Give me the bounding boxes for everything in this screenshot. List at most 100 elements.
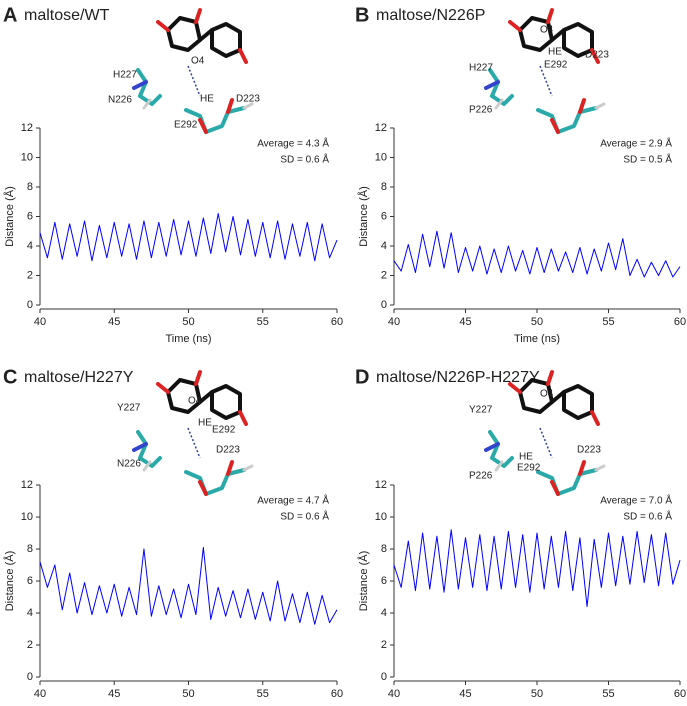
panel-title: maltose/N226P — [376, 7, 485, 24]
molecule-bond — [488, 68, 514, 106]
x-tick-label: 55 — [602, 688, 614, 700]
molecule-bond — [494, 98, 504, 110]
molecule-bond — [488, 430, 514, 468]
molecule-bond — [142, 460, 152, 472]
x-tick-label: 60 — [674, 316, 686, 328]
molecule-bond — [508, 382, 522, 394]
molecule-bond — [226, 98, 234, 114]
stat-label: Average = 4.3 Å — [257, 137, 329, 150]
y-axis-title: Distance (Å) — [357, 551, 370, 612]
molecule-bond — [136, 430, 162, 468]
structure-label: O4 — [188, 396, 202, 407]
structure-label: D223 — [216, 445, 240, 456]
molecule-bond — [156, 20, 170, 32]
structure-label: D223 — [577, 445, 601, 456]
structure-label: E292 — [174, 120, 198, 131]
y-tick-label: 0 — [381, 671, 387, 683]
y-tick-label: 4 — [27, 607, 33, 619]
panel-letter: D — [355, 366, 369, 388]
molecule-bond — [590, 48, 600, 64]
x-axis-title: Time (ns) — [165, 333, 211, 345]
panel-letter: C — [3, 366, 17, 388]
distance-line — [393, 230, 681, 278]
y-tick-label: 8 — [27, 543, 33, 555]
x-tick-label: 50 — [182, 316, 194, 328]
y-tick-label: 8 — [381, 181, 387, 193]
x-tick-label: 55 — [257, 688, 269, 700]
molecule-bond — [242, 102, 254, 110]
x-tick-label: 55 — [602, 316, 614, 328]
molecule-bond — [578, 460, 586, 476]
stat-label: SD = 0.6 Å — [280, 153, 329, 166]
molecule-bond — [242, 464, 254, 472]
panel-letter: B — [355, 4, 369, 26]
molecule-bond — [198, 384, 242, 420]
structure-label: Y227 — [117, 403, 141, 414]
molecule-bond — [536, 106, 598, 134]
stat-label: SD = 0.6 Å — [280, 510, 329, 523]
molecule-bond — [238, 48, 248, 64]
structure-label: HE — [548, 47, 562, 58]
molecule-bond — [194, 370, 202, 386]
x-tick-label: 55 — [257, 316, 269, 328]
molecule-bond — [550, 480, 560, 496]
y-tick-label: 4 — [381, 607, 387, 619]
panel-title: maltose/H227Y — [24, 369, 134, 386]
molecule-bond — [198, 118, 208, 134]
structure-label: E292 — [212, 425, 236, 436]
y-tick-label: 2 — [27, 639, 33, 651]
y-tick-label: 0 — [381, 299, 387, 311]
y-tick-label: 10 — [375, 151, 387, 163]
y-tick-label: 6 — [381, 575, 387, 587]
x-tick-label: 40 — [388, 688, 400, 700]
molecule-bond — [198, 480, 208, 496]
y-axis-title: Distance (Å) — [3, 551, 16, 612]
hydrogen-bond — [539, 65, 553, 97]
panel-title: maltose/N226P-H227Y — [376, 369, 540, 386]
molecule-bond — [494, 460, 504, 472]
x-tick-label: 60 — [674, 688, 686, 700]
x-tick-label: 40 — [34, 316, 46, 328]
structure-label: N226 — [108, 95, 132, 106]
y-tick-label: 4 — [381, 240, 387, 252]
molecule-bond — [508, 20, 522, 32]
hydrogen-bond — [187, 427, 201, 459]
x-tick-label: 45 — [108, 316, 120, 328]
molecule-bond — [198, 22, 242, 58]
x-tick-label: 50 — [531, 316, 543, 328]
stat-label: SD = 0.6 Å — [623, 510, 672, 523]
structure-label: N226 — [117, 459, 141, 470]
molecule-bond — [238, 410, 248, 426]
molecule-bond — [546, 8, 554, 24]
x-tick-label: 60 — [331, 688, 343, 700]
x-tick-label: 40 — [388, 316, 400, 328]
y-tick-label: 0 — [27, 299, 33, 311]
molecule-bond — [156, 382, 170, 394]
x-tick-label: 45 — [459, 316, 471, 328]
hydrogen-bond — [539, 427, 553, 459]
stat-label: SD = 0.5 Å — [623, 153, 672, 166]
x-tick-label: 50 — [182, 688, 194, 700]
y-tick-label: 6 — [27, 575, 33, 587]
molecule-bond — [546, 370, 554, 386]
structure-label: O4 — [540, 25, 554, 36]
distance-line — [393, 529, 681, 608]
y-tick-label: 6 — [27, 210, 33, 222]
panel-title: maltose/WT — [24, 7, 110, 24]
molecule-bond — [484, 442, 500, 452]
molecule-bond — [226, 460, 234, 476]
molecule-bond — [550, 118, 560, 134]
y-tick-label: 12 — [21, 122, 33, 134]
structure-label: O4 — [540, 389, 554, 400]
structure-label: P226 — [469, 105, 493, 116]
structure-label: HE — [198, 418, 212, 429]
molecule-bond — [590, 410, 600, 426]
molecule-bond — [594, 464, 606, 472]
y-tick-label: 8 — [27, 181, 33, 193]
y-tick-label: 10 — [21, 511, 33, 523]
y-axis-title: Distance (Å) — [3, 186, 16, 247]
structure-label: H227 — [113, 70, 137, 81]
